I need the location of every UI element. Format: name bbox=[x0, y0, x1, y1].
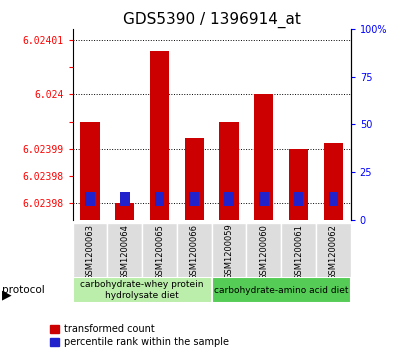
Bar bbox=[324, 143, 343, 220]
Text: protocol: protocol bbox=[2, 285, 45, 295]
Legend: transformed count, percentile rank within the sample: transformed count, percentile rank withi… bbox=[46, 321, 233, 351]
Bar bbox=[294, 192, 303, 206]
FancyBboxPatch shape bbox=[107, 223, 142, 278]
Text: carbohydrate-whey protein
hydrolysate diet: carbohydrate-whey protein hydrolysate di… bbox=[81, 280, 204, 300]
Title: GDS5390 / 1396914_at: GDS5390 / 1396914_at bbox=[123, 12, 300, 28]
Bar bbox=[329, 192, 338, 206]
Text: GSM1200065: GSM1200065 bbox=[155, 224, 164, 280]
FancyBboxPatch shape bbox=[73, 223, 107, 278]
Bar bbox=[155, 192, 164, 206]
Bar bbox=[289, 149, 308, 220]
FancyBboxPatch shape bbox=[247, 223, 281, 278]
Bar bbox=[220, 122, 239, 220]
FancyBboxPatch shape bbox=[281, 223, 316, 278]
Bar bbox=[115, 203, 134, 220]
Bar bbox=[224, 192, 234, 206]
Bar bbox=[85, 192, 95, 206]
FancyBboxPatch shape bbox=[73, 277, 212, 303]
Bar bbox=[259, 192, 269, 206]
Bar bbox=[150, 51, 169, 220]
Text: carbohydrate-amino acid diet: carbohydrate-amino acid diet bbox=[214, 286, 349, 294]
FancyBboxPatch shape bbox=[316, 223, 351, 278]
FancyBboxPatch shape bbox=[177, 223, 212, 278]
FancyBboxPatch shape bbox=[212, 223, 247, 278]
Bar bbox=[254, 94, 273, 220]
Bar bbox=[185, 138, 204, 220]
Bar bbox=[190, 192, 199, 206]
Text: GSM1200063: GSM1200063 bbox=[85, 224, 95, 280]
Bar bbox=[81, 122, 100, 220]
FancyBboxPatch shape bbox=[142, 223, 177, 278]
Text: GSM1200062: GSM1200062 bbox=[329, 224, 338, 280]
Text: GSM1200061: GSM1200061 bbox=[294, 224, 303, 280]
Text: GSM1200066: GSM1200066 bbox=[190, 224, 199, 280]
Text: GSM1200060: GSM1200060 bbox=[259, 224, 268, 280]
Text: GSM1200059: GSM1200059 bbox=[225, 224, 234, 280]
Bar bbox=[120, 192, 129, 206]
Text: ▶: ▶ bbox=[2, 288, 12, 301]
Text: GSM1200064: GSM1200064 bbox=[120, 224, 129, 280]
FancyBboxPatch shape bbox=[212, 277, 351, 303]
